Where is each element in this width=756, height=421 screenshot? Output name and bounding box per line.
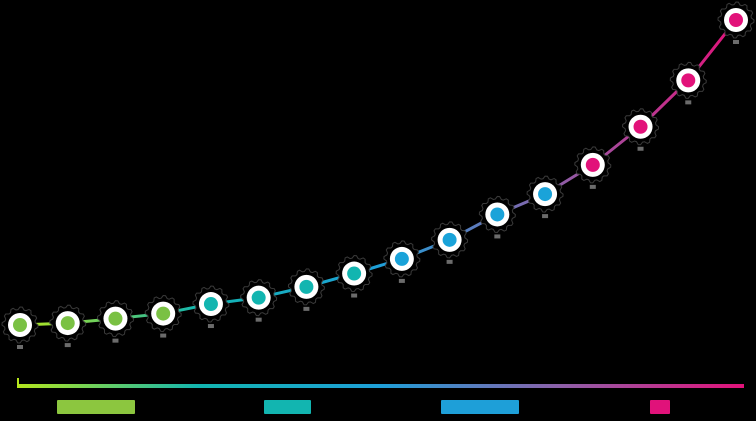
data-point-stem [303, 306, 310, 311]
data-point [144, 295, 182, 338]
x-axis-start-tick [17, 378, 19, 388]
data-point-dot [490, 207, 505, 222]
legend-swatch [264, 400, 311, 414]
data-point [526, 175, 564, 219]
data-point [669, 61, 707, 105]
data-point-dot [394, 251, 409, 266]
data-point-dot [299, 279, 314, 294]
data-point-stem [17, 345, 23, 349]
x-axis [17, 378, 744, 388]
data-point [287, 268, 325, 311]
data-point-stem [351, 293, 358, 298]
data-point-stem [494, 234, 501, 239]
legend-swatch [441, 400, 519, 414]
data-point-dot [60, 316, 75, 331]
series-line-group [18, 18, 738, 327]
x-axis-bar [17, 384, 744, 388]
data-point-stem [398, 278, 405, 283]
data-point-dot [251, 290, 266, 305]
legend-swatch [650, 400, 670, 414]
data-point-dot [156, 306, 171, 321]
data-point [96, 300, 134, 343]
data-point-dot [347, 266, 362, 281]
data-point [574, 146, 612, 189]
data-point-dot [729, 13, 743, 27]
data-point-stem [112, 338, 119, 343]
data-point-dot [633, 119, 648, 134]
data-point [335, 255, 373, 298]
data-point-dot [442, 232, 457, 247]
data-point [717, 1, 755, 44]
data-point-stem [637, 146, 644, 151]
data-point-dot [681, 73, 696, 88]
legend-swatch [57, 400, 135, 414]
data-point-dot [538, 187, 553, 202]
data-point-dot [585, 157, 600, 172]
data-point-stem [733, 40, 739, 44]
data-point [49, 304, 87, 348]
data-points-group [1, 1, 755, 349]
data-point-stem [542, 214, 549, 219]
data-point [1, 306, 39, 349]
data-point-stem [207, 324, 214, 329]
data-point-stem [64, 343, 71, 348]
data-point [622, 108, 660, 151]
data-point-dot [203, 297, 218, 312]
data-point-stem [446, 259, 453, 264]
data-point [383, 240, 421, 283]
data-point-dot [13, 318, 27, 332]
data-point-stem [589, 184, 596, 189]
data-point-stem [160, 333, 167, 338]
data-point [240, 279, 278, 322]
data-point-stem [685, 100, 692, 105]
data-point [431, 221, 469, 264]
data-point [192, 285, 230, 329]
data-point-stem [255, 317, 262, 322]
data-point-dot [108, 311, 123, 326]
data-point [478, 195, 516, 239]
